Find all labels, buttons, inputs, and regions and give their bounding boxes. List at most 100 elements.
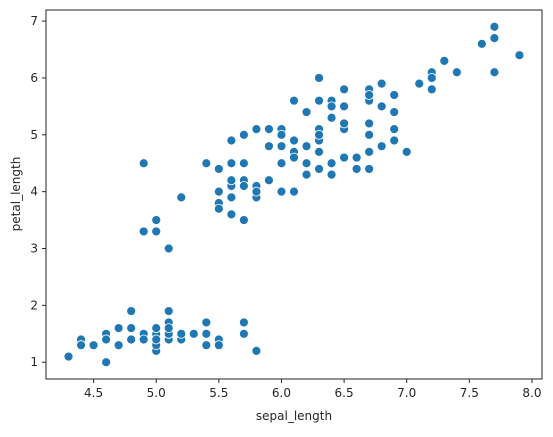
point: [514, 50, 525, 61]
y-tick-label: 2: [30, 298, 38, 312]
point: [451, 67, 462, 78]
point: [213, 340, 224, 351]
point: [76, 340, 86, 351]
point: [289, 135, 299, 146]
x-tick-label: 7.0: [397, 386, 416, 400]
point: [389, 107, 400, 117]
x-tick-label: 5.5: [209, 386, 228, 400]
point: [238, 129, 249, 140]
point: [301, 141, 312, 152]
point: [339, 152, 350, 163]
point: [364, 146, 375, 157]
point: [226, 158, 237, 169]
point: [201, 317, 212, 328]
point: [326, 112, 337, 123]
point: [389, 135, 400, 146]
point: [364, 90, 375, 100]
point: [276, 158, 287, 169]
point: [113, 340, 124, 351]
point: [226, 175, 237, 186]
point: [201, 158, 212, 169]
point: [126, 323, 137, 334]
point: [489, 21, 500, 32]
point: [213, 203, 224, 214]
x-tick-label: 5.0: [147, 386, 166, 400]
point: [138, 158, 149, 169]
point: [414, 78, 425, 89]
point: [251, 124, 262, 135]
point: [364, 129, 375, 140]
point: [176, 192, 187, 203]
point: [326, 101, 337, 112]
point: [289, 152, 299, 163]
point: [238, 158, 249, 169]
point: [251, 186, 262, 197]
point: [276, 141, 287, 152]
point: [63, 351, 74, 362]
point: [314, 164, 324, 174]
point: [201, 340, 212, 351]
point: [238, 317, 249, 328]
x-tick-label: 6.0: [272, 386, 291, 400]
y-tick-label: 5: [30, 128, 38, 142]
point: [401, 146, 412, 157]
point: [314, 95, 324, 106]
point: [88, 340, 99, 351]
point: [176, 328, 187, 339]
point: [339, 101, 350, 112]
point: [138, 334, 149, 345]
point: [376, 101, 387, 112]
point: [251, 345, 262, 356]
axes-frame: [45, 9, 543, 380]
point: [339, 118, 350, 129]
y-tick-label: 4: [30, 185, 38, 199]
point: [426, 84, 437, 95]
point: [351, 164, 362, 174]
y-tick-label: 3: [30, 242, 38, 256]
point: [113, 323, 124, 334]
x-axis-label: sepal_length: [256, 409, 332, 423]
point: [314, 129, 324, 140]
point: [289, 186, 299, 197]
point: [326, 169, 337, 180]
point: [151, 323, 162, 334]
x-tick-label: 6.5: [335, 386, 354, 400]
point: [151, 215, 162, 225]
x-tick-label: 4.5: [84, 386, 103, 400]
point: [439, 55, 450, 66]
y-tick-label: 1: [30, 355, 38, 369]
point: [351, 152, 362, 163]
point: [213, 186, 224, 197]
point: [264, 175, 274, 186]
point: [163, 323, 174, 334]
point: [126, 306, 137, 316]
point: [264, 141, 274, 152]
point: [364, 164, 375, 174]
y-tick-label: 6: [30, 71, 38, 85]
y-axis-label: petal_length: [9, 157, 23, 232]
point: [238, 328, 249, 339]
point: [201, 328, 212, 339]
point: [376, 78, 387, 89]
point: [301, 169, 312, 180]
point: [489, 67, 500, 78]
point: [301, 107, 312, 117]
point: [151, 334, 162, 345]
point: [489, 33, 500, 44]
point: [426, 73, 437, 83]
point: [389, 124, 400, 135]
point: [238, 181, 249, 191]
point: [339, 84, 350, 95]
point: [376, 141, 387, 152]
point: [101, 334, 112, 345]
y-tick-label: 7: [30, 14, 38, 28]
point: [276, 186, 287, 197]
x-tick-label: 7.5: [460, 386, 479, 400]
point: [226, 209, 237, 220]
point: [226, 135, 237, 146]
point: [476, 38, 487, 49]
point: [163, 306, 174, 316]
point: [314, 146, 324, 157]
point: [101, 357, 112, 368]
